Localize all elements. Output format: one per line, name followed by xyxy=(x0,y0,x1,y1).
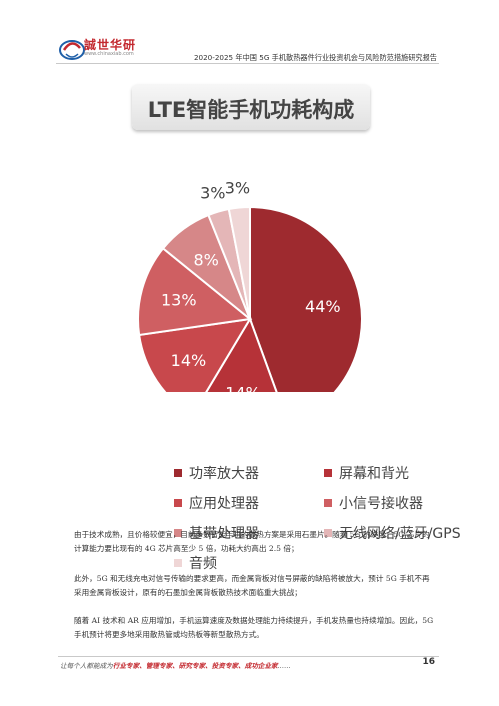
pie-label-5: 8% xyxy=(193,250,218,269)
pie-label-7: 3% xyxy=(225,179,250,198)
legend-label: 小信号接收器 xyxy=(339,496,423,512)
pie-label-3: 14% xyxy=(171,351,207,370)
pie-slice-3 xyxy=(138,317,252,392)
legend-swatch xyxy=(174,469,182,477)
report-title: 2020-2025 年中国 5G 手机散热器件行业投资机会与风险防范措施研究报告 xyxy=(193,53,437,62)
paragraph-1: 由于技术成熟，且价格较便宜，目前多数智能手机的散热方案是采用石墨片。随着 5G … xyxy=(74,530,430,553)
legend-item-4: 小信号接收器 xyxy=(324,494,423,514)
pie-label-1: 44% xyxy=(305,297,341,316)
pie-label-4: 13% xyxy=(161,290,197,309)
legend-label: 屏幕和背光 xyxy=(339,466,409,482)
legend-item-2: 屏幕和背光 xyxy=(324,464,409,484)
footer-suffix: …… xyxy=(277,662,291,670)
pie-label-2: 14% xyxy=(225,384,261,392)
pie-slice-2 xyxy=(205,316,278,392)
footer-prefix: 让每个人都能成为 xyxy=(60,662,113,670)
paragraph-2: 此外，5G 和无线充电对信号传输的要求更高，而金属背板对信号屏蔽的缺陷将被放大，… xyxy=(74,574,430,597)
legend-item-7: 音频 xyxy=(174,554,217,574)
page-number: 16 xyxy=(422,657,435,667)
chart-title: LTE智能手机功耗构成 xyxy=(147,98,355,122)
footer-slogan: 让每个人都能成为行业专家、管理专家、研究专家、投资专家、成功企业家…… xyxy=(60,660,291,670)
legend-swatch xyxy=(324,529,332,537)
footer-divider xyxy=(58,656,439,657)
logo-text: 誠世华研 xyxy=(84,38,137,52)
legend-item-6: 无线网络/蓝牙/GPS xyxy=(324,524,461,544)
pie-chart: 44% 14% 14% 13% 8% 3%3% xyxy=(137,179,363,392)
legend-label: 功率放大器 xyxy=(189,466,259,482)
chart-figure: LTE智能手机功耗构成 44% 14% 14% 13% 8% 3%3% 功率放大器 屏幕和背… xyxy=(70,72,461,572)
legend-label: 基带处理器 xyxy=(189,526,259,542)
pie-label-6: 3% xyxy=(200,183,225,202)
pie-slice-7 xyxy=(227,205,251,320)
pie-slice-4 xyxy=(137,246,253,337)
legend-label: 应用处理器 xyxy=(189,496,259,512)
chart-title-box: LTE智能手机功耗构成 xyxy=(132,84,370,130)
header-divider xyxy=(56,63,439,64)
logo-icon xyxy=(59,40,85,60)
logo-url: www.chinaxiab.com xyxy=(84,51,134,57)
page-header: 誠世华研 www.chinaxiab.com 2020-2025 年中国 5G … xyxy=(0,0,499,66)
legend-swatch xyxy=(174,529,182,537)
legend-swatch xyxy=(324,469,332,477)
legend-item-1: 功率放大器 xyxy=(174,464,259,484)
pie-slice-1 xyxy=(249,205,363,392)
legend-label: 音频 xyxy=(189,556,217,572)
legend-item-5: 基带处理器 xyxy=(174,524,259,544)
paragraph-3: 随着 AI 技术和 AR 应用增加，手机运算速度及数据处理能力持续提升，手机发热… xyxy=(74,616,434,639)
footer-highlight: 行业专家、管理专家、研究专家、投资专家、成功企业家 xyxy=(112,662,278,670)
legend-swatch xyxy=(324,499,332,507)
legend-swatch xyxy=(174,499,182,507)
legend-swatch xyxy=(174,559,182,567)
legend-label: 无线网络/蓝牙/GPS xyxy=(339,526,461,542)
legend-item-3: 应用处理器 xyxy=(174,494,259,514)
